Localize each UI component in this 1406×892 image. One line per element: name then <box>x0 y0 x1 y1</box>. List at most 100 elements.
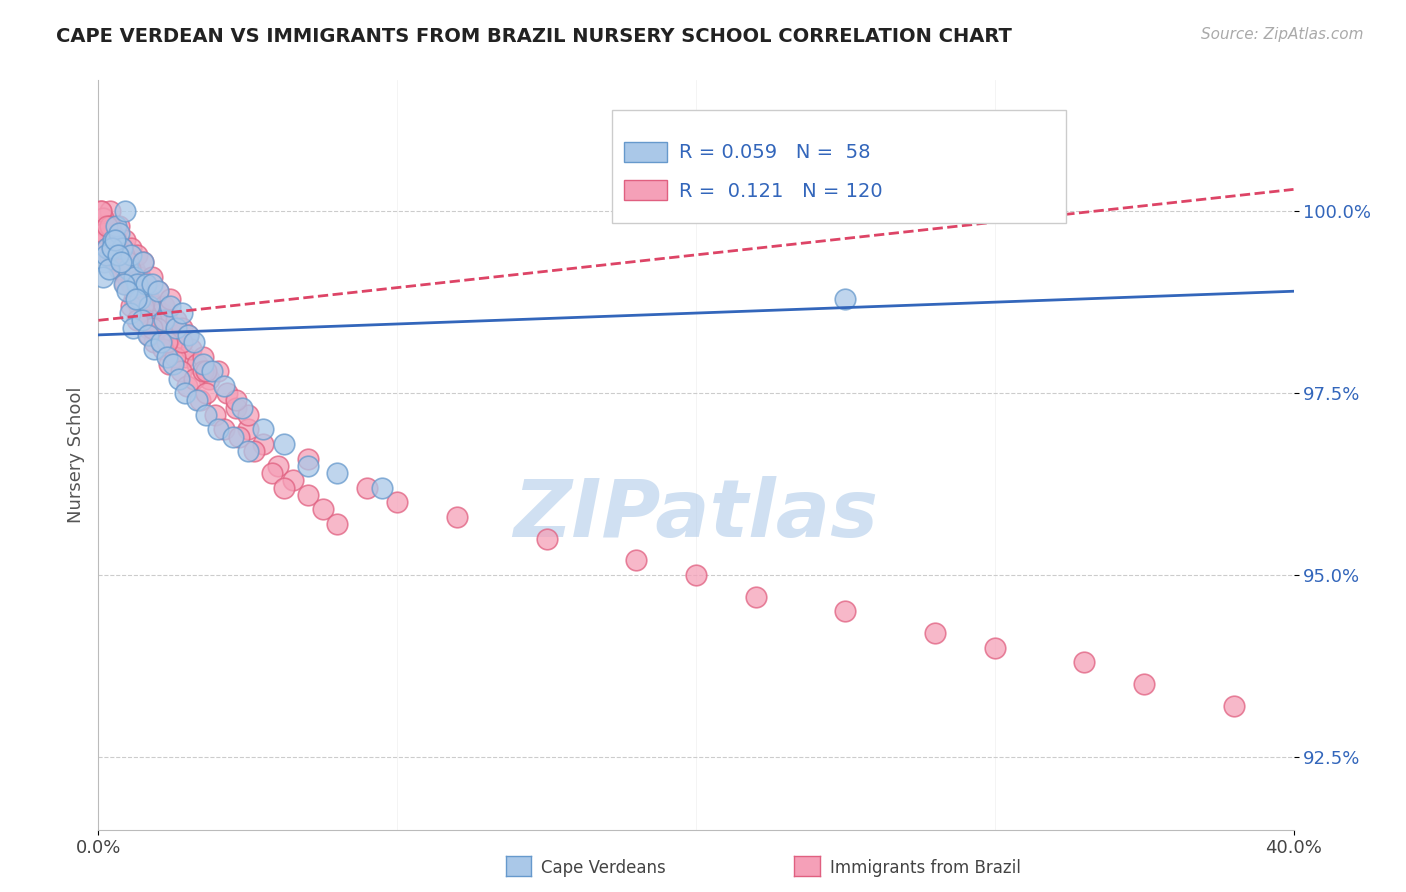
Point <box>93 255 115 269</box>
Point <box>186 393 208 408</box>
Point <box>97 248 120 262</box>
Y-axis label: Nursery School: Nursery School <box>66 386 84 524</box>
Point <box>124 269 146 284</box>
Point <box>191 350 214 364</box>
Point <box>215 386 238 401</box>
Point <box>162 327 184 342</box>
Point <box>138 292 160 306</box>
Point <box>114 277 136 291</box>
Point <box>91 211 114 226</box>
Point <box>104 233 127 247</box>
Point <box>201 364 224 378</box>
Point <box>107 248 129 262</box>
Point <box>297 451 319 466</box>
Point <box>96 226 118 240</box>
Point <box>125 292 148 306</box>
Text: CAPE VERDEAN VS IMMIGRANTS FROM BRAZIL NURSERY SCHOOL CORRELATION CHART: CAPE VERDEAN VS IMMIGRANTS FROM BRAZIL N… <box>56 27 1012 45</box>
Point <box>172 320 194 334</box>
Point <box>114 233 136 247</box>
Text: R = 0.059   N =  58: R = 0.059 N = 58 <box>679 144 870 162</box>
Point <box>685 568 707 582</box>
Point <box>94 248 117 262</box>
Point <box>225 401 247 415</box>
Point <box>117 255 139 269</box>
Point <box>97 262 120 277</box>
Point <box>183 335 205 350</box>
Point <box>152 343 174 357</box>
Point <box>156 335 179 350</box>
Point <box>143 299 166 313</box>
Point <box>834 292 856 306</box>
Point <box>177 327 200 342</box>
Point <box>101 226 124 240</box>
Point <box>183 371 205 385</box>
Point <box>108 262 131 277</box>
Text: R =  0.121   N = 120: R = 0.121 N = 120 <box>679 182 883 201</box>
Point <box>1133 677 1156 691</box>
Point <box>195 408 218 422</box>
Text: ZIPatlas: ZIPatlas <box>513 475 879 554</box>
Point <box>105 233 128 247</box>
Point <box>115 269 138 284</box>
Point <box>138 327 160 342</box>
Point <box>125 285 148 299</box>
Point <box>101 248 124 262</box>
Point <box>98 219 121 233</box>
Point <box>188 393 211 408</box>
Point <box>231 401 253 415</box>
Point <box>159 299 181 313</box>
Point <box>163 350 186 364</box>
Point <box>132 255 155 269</box>
Point <box>93 226 115 240</box>
Point <box>169 364 191 378</box>
Point <box>127 313 149 327</box>
Point <box>228 430 250 444</box>
Point <box>94 233 117 247</box>
Point <box>114 262 136 277</box>
Point <box>222 430 245 444</box>
Point <box>191 364 214 378</box>
Point <box>101 241 124 255</box>
Point <box>114 204 136 219</box>
Point <box>260 466 283 480</box>
Point <box>191 357 214 371</box>
Point <box>131 313 153 327</box>
Point <box>297 488 319 502</box>
Point <box>371 481 394 495</box>
Point <box>91 269 114 284</box>
Point <box>111 248 134 262</box>
Point <box>135 313 157 327</box>
Point <box>1223 698 1246 713</box>
Point <box>135 277 157 291</box>
Point <box>120 277 142 291</box>
Point <box>536 532 558 546</box>
FancyBboxPatch shape <box>624 180 668 200</box>
Point <box>122 292 145 306</box>
Point <box>117 262 139 277</box>
Point <box>984 640 1007 655</box>
Point <box>177 327 200 342</box>
Point <box>112 277 135 291</box>
Point <box>172 335 194 350</box>
Point <box>626 553 648 567</box>
Point <box>834 604 856 618</box>
Point <box>176 379 198 393</box>
Point <box>128 299 150 313</box>
Point <box>132 255 155 269</box>
Point <box>198 371 221 385</box>
Point <box>252 437 274 451</box>
Point <box>121 320 143 334</box>
Point <box>111 241 134 255</box>
Point <box>236 444 259 458</box>
Point <box>297 458 319 473</box>
Point <box>96 241 118 255</box>
Point <box>165 313 187 327</box>
Point <box>118 306 141 320</box>
Point <box>385 495 409 509</box>
Point <box>326 516 349 531</box>
Point <box>207 422 229 436</box>
Point <box>156 350 179 364</box>
Point <box>212 422 235 436</box>
Point <box>165 320 187 334</box>
Point <box>104 255 127 269</box>
